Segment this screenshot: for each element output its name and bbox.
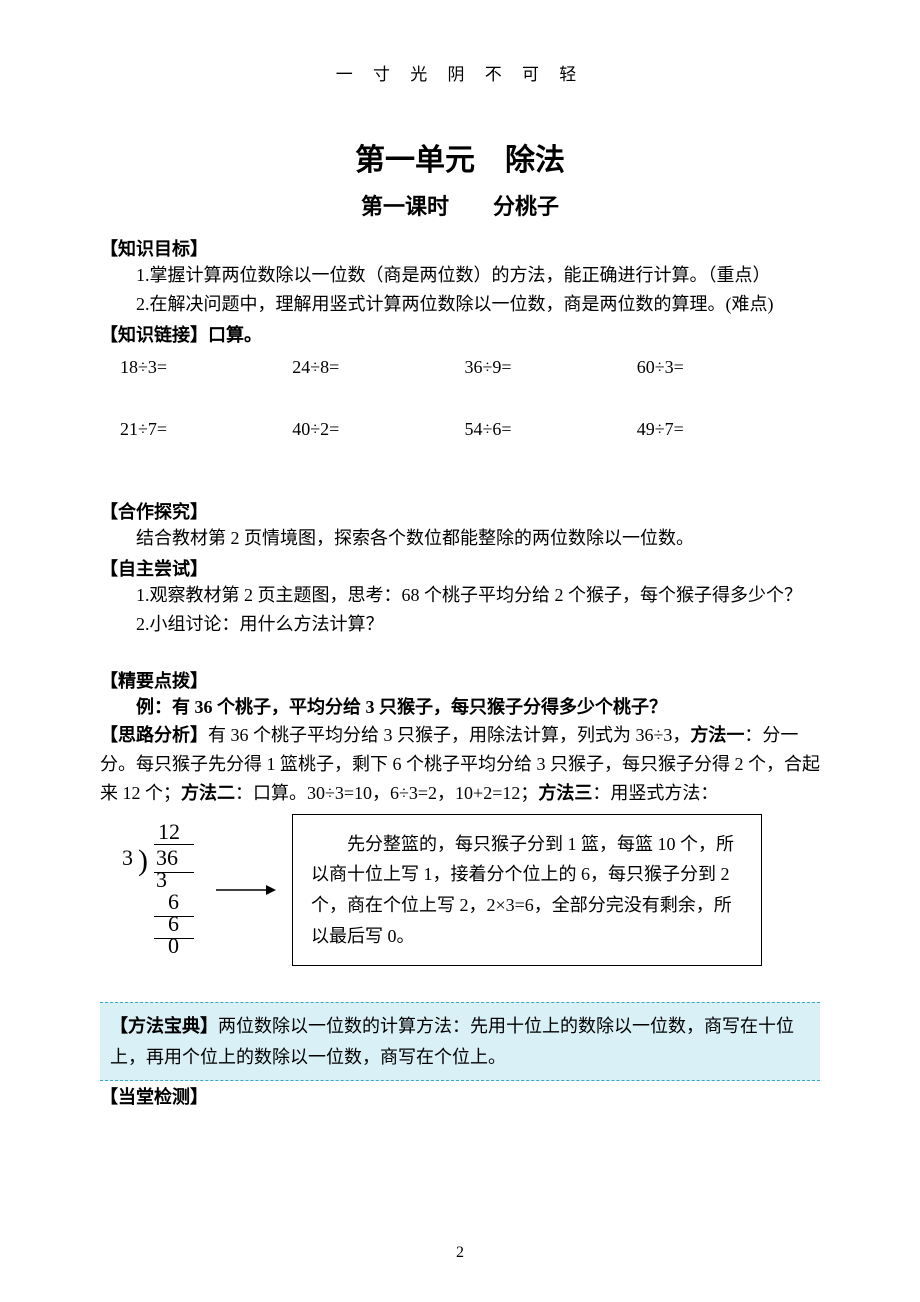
page-number: 2 bbox=[0, 1244, 920, 1262]
example-text: 例：有 36 个桃子，平均分给 3 只猴子，每只猴子分得多少个桃子？ bbox=[100, 693, 820, 722]
problem-row-1: 18÷3= 24÷8= 36÷9= 60÷3= bbox=[100, 353, 820, 382]
method3-label: 方法三 bbox=[538, 783, 592, 803]
goal-1: 1.掌握计算两位数除以一位数（商是两位数）的方法，能正确进行计算。（重点） bbox=[100, 261, 820, 290]
problem-2-3: 54÷6= bbox=[465, 415, 628, 444]
method3-text: ：用竖式方法： bbox=[592, 783, 718, 803]
self-1: 1.观察教材第 2 页主题图，思考：68 个桃子平均分给 2 个猴子，每个猴子得… bbox=[100, 581, 820, 610]
long-division-diagram: 12 3 ) 36 3 6 6 0 bbox=[116, 820, 196, 960]
problem-row-2: 21÷7= 40÷2= 54÷6= 49÷7= bbox=[100, 415, 820, 444]
problem-1-3: 36÷9= bbox=[465, 353, 628, 382]
analysis-text-1: 有 36 个桃子平均分给 3 只猴子，用除法计算，列式为 36÷3， bbox=[208, 725, 690, 745]
analysis-block: 【思路分析】有 36 个桃子平均分给 3 只猴子，用除法计算，列式为 36÷3，… bbox=[100, 721, 820, 807]
analysis-label: 【思路分析】 bbox=[100, 725, 208, 745]
problem-1-2: 24÷8= bbox=[292, 353, 455, 382]
arrow-right-icon bbox=[216, 880, 276, 900]
long-division-section: 12 3 ) 36 3 6 6 0 先分整篮的，每只猴子分到 1 篮，每篮 10… bbox=[116, 814, 820, 966]
ld-line3 bbox=[154, 938, 194, 939]
method2-text: ：口算。30÷3=10，6÷3=2，10+2=12； bbox=[235, 783, 538, 803]
section-coop-label: 【合作探究】 bbox=[100, 498, 820, 524]
problem-2-1: 21÷7= bbox=[120, 415, 283, 444]
goal-2: 2.在解决问题中，理解用竖式计算两位数除以一位数，商是两位数的算理。(难点) bbox=[100, 290, 820, 319]
header-motto: 一 寸 光 阴 不 可 轻 bbox=[100, 60, 820, 85]
coop-text: 结合教材第 2 页情境图，探索各个数位都能整除的两位数除以一位数。 bbox=[100, 524, 820, 553]
section-link-label: 【知识链接】口算。 bbox=[100, 321, 820, 347]
problem-2-2: 40÷2= bbox=[292, 415, 455, 444]
section-goals-label: 【知识目标】 bbox=[100, 235, 820, 261]
method-treasure-box: 【方法宝典】两位数除以一位数的计算方法：先用十位上的数除以一位数，商写在十位上，… bbox=[100, 1002, 820, 1081]
ld-bracket-icon: ) bbox=[138, 844, 148, 877]
method2-label: 方法二 bbox=[181, 783, 235, 803]
ld-quotient: 12 bbox=[154, 820, 194, 845]
section-test-label: 【当堂检测】 bbox=[100, 1083, 820, 1109]
explanation-box: 先分整篮的，每只猴子分到 1 篮，每篮 10 个，所以商十位上写 1，接着分个位… bbox=[292, 814, 762, 966]
ld-divisor: 3 bbox=[122, 846, 133, 870]
self-2: 2.小组讨论：用什么方法计算？ bbox=[100, 610, 820, 639]
problem-2-4: 49÷7= bbox=[637, 415, 800, 444]
section-key-label: 【精要点拨】 bbox=[100, 667, 820, 693]
problem-1-4: 60÷3= bbox=[637, 353, 800, 382]
treasure-label: 【方法宝典】 bbox=[110, 1016, 218, 1036]
section-self-label: 【自主尝试】 bbox=[100, 555, 820, 581]
ld-line1 bbox=[154, 872, 194, 873]
problem-1-1: 18÷3= bbox=[120, 353, 283, 382]
method1-label: 方法一 bbox=[690, 725, 744, 745]
unit-title: 第一单元 除法 bbox=[100, 135, 820, 179]
lesson-title: 第一课时 分桃子 bbox=[100, 189, 820, 221]
ld-line2 bbox=[154, 916, 194, 917]
